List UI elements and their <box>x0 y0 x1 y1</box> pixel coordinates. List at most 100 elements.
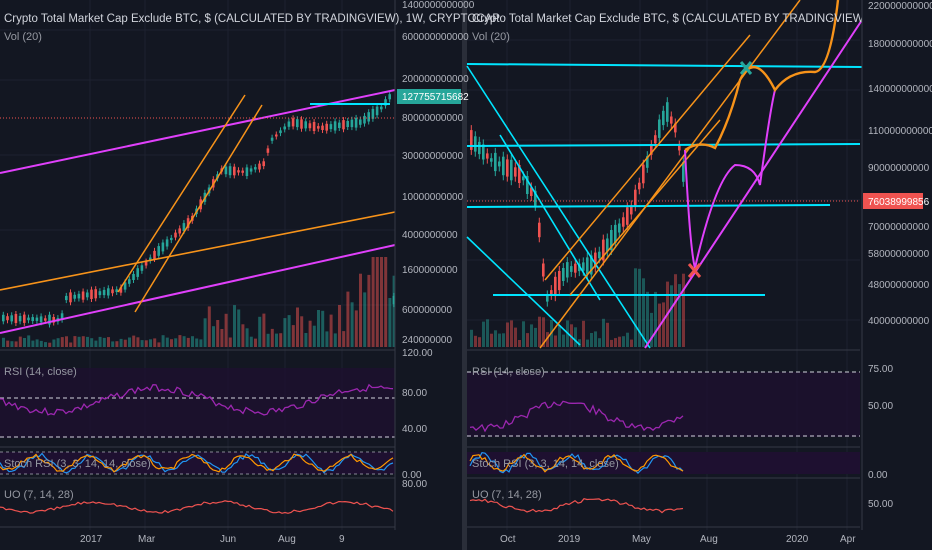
volume-bar <box>56 338 60 347</box>
left-orange-channel-a[interactable] <box>134 104 263 313</box>
volume-bar <box>31 340 35 347</box>
volume-bar <box>510 320 513 347</box>
volume-bar <box>224 313 228 347</box>
volume-bar <box>371 257 375 347</box>
y-tick: 180000000000 <box>868 39 932 50</box>
y-tick: 140000000000 <box>868 84 932 95</box>
right-orange-channel-upper[interactable] <box>539 0 801 349</box>
volume-bar <box>654 291 657 347</box>
volume-bar <box>646 291 649 347</box>
volume-bar <box>69 342 73 347</box>
right-magenta-projection[interactable] <box>684 89 776 269</box>
right-magenta-uptrend[interactable] <box>644 19 863 349</box>
volume-bar <box>115 341 119 347</box>
volume-bar <box>578 339 581 347</box>
volume-bar <box>384 257 388 347</box>
left-orange-lower-trendline[interactable] <box>0 211 396 291</box>
volume-bar <box>52 339 56 347</box>
volume-bar <box>203 318 207 347</box>
volume-bar <box>359 273 362 347</box>
x-marker-icon-cyan <box>739 61 753 75</box>
volume-bar <box>107 337 110 347</box>
left-stoch-k-line <box>0 452 394 474</box>
volume-bar <box>342 331 346 347</box>
volume-bar <box>136 337 140 347</box>
volume-bar <box>14 341 18 347</box>
left-rsi-line <box>0 383 394 416</box>
y-tick: 110000000000 <box>868 126 932 137</box>
right-cyan-low-line[interactable] <box>466 204 831 208</box>
volume-bar <box>23 338 26 347</box>
y-tick: 1400000000000 <box>402 0 475 11</box>
volume-bar <box>678 284 681 347</box>
volume-bar <box>60 337 64 347</box>
volume-bar <box>153 338 157 347</box>
y-tick: 200000000000 <box>402 74 469 85</box>
volume-bar <box>48 342 52 347</box>
right-cyan-diag-down-2[interactable] <box>499 134 601 301</box>
right-orange-channel-lower[interactable] <box>544 34 751 281</box>
right-cyan-mid-line[interactable] <box>466 143 861 147</box>
left-magenta-lower-trendline[interactable] <box>0 244 396 334</box>
right-cyan-top-line[interactable] <box>466 63 863 68</box>
y-tick: 1600000000 <box>402 265 458 276</box>
volume-bar <box>94 340 98 347</box>
volume-bar <box>582 320 585 347</box>
right-candles <box>470 97 685 307</box>
volume-bar <box>618 336 621 347</box>
left-uo-line <box>0 500 394 514</box>
volume-bar <box>174 338 178 347</box>
right-chart[interactable] <box>466 0 863 530</box>
volume-bar <box>610 339 613 347</box>
volume-bar <box>518 340 521 347</box>
volume-bar <box>590 333 593 347</box>
volume-bar <box>258 316 262 347</box>
left-chart[interactable] <box>0 0 396 530</box>
volume-bar <box>241 324 245 347</box>
volume-bar <box>482 321 485 347</box>
right-cyan-diag-down[interactable] <box>466 65 651 349</box>
volume-bar <box>77 336 81 347</box>
left-vol-label: Vol (20) <box>4 31 42 43</box>
volume-bar <box>140 340 144 347</box>
volume-bar <box>554 335 557 347</box>
volume-bar <box>642 278 645 347</box>
volume-bar <box>237 309 241 347</box>
volume-bar <box>27 335 31 347</box>
volume-bar <box>622 336 625 347</box>
right-orange-channel-lower-2[interactable] <box>569 119 721 296</box>
volume-bar <box>530 324 533 347</box>
volume-bar <box>262 313 266 347</box>
x-tick: 2019 <box>558 534 581 545</box>
volume-bar <box>2 337 5 347</box>
volume-bar <box>44 342 47 347</box>
right-orange-projection[interactable] <box>684 0 840 152</box>
stoch-tick: 0.00 <box>402 470 422 481</box>
x-tick: Mar <box>138 534 156 545</box>
rsi-tick: 80.00 <box>402 388 427 399</box>
right-cyan-diag-up[interactable] <box>466 236 581 346</box>
left-orange-channel-b[interactable] <box>117 94 246 293</box>
left-y-axis[interactable]: 1400000000000 600000000000 200000000000 … <box>402 0 475 359</box>
volume-bar <box>287 315 291 347</box>
volume-bar <box>506 322 509 347</box>
volume-bar <box>380 257 383 347</box>
y-tick: 4000000000 <box>402 230 458 241</box>
volume-bar <box>542 317 545 347</box>
right-y-axis[interactable]: 220000000000 180000000000 140000000000 1… <box>868 1 932 327</box>
chart-divider[interactable] <box>462 0 467 550</box>
left-x-axis[interactable]: 2017 Mar Jun Aug 9 <box>80 534 345 545</box>
y-tick: 120.00 <box>402 348 433 359</box>
volume-bar <box>514 327 517 347</box>
volume-bar <box>312 325 316 347</box>
y-tick: 240000000 <box>402 335 452 346</box>
right-x-axis[interactable]: Oct 2019 May Aug 2020 Apr <box>500 534 856 545</box>
volume-bar <box>494 330 497 347</box>
volume-bar <box>128 337 131 347</box>
volume-bar <box>634 268 637 347</box>
volume-bar <box>86 336 89 347</box>
volume-bar <box>350 302 354 347</box>
volume-bar <box>170 339 173 347</box>
volume-bar <box>279 333 283 347</box>
rsi-tick: 40.00 <box>402 424 427 435</box>
